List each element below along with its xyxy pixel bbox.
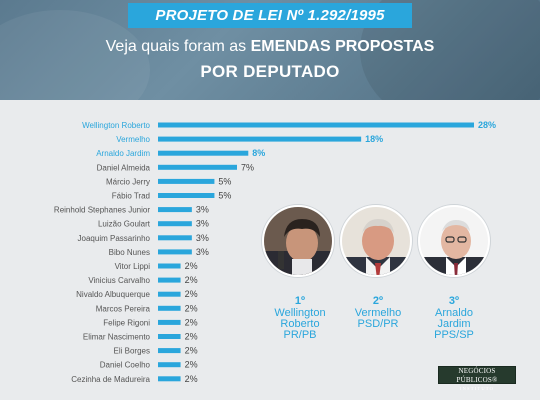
bar-value-label: 2%	[185, 289, 198, 299]
bar-chart-svg: Wellington Roberto 28% Vermelho 18% Arnaldo …	[54, 120, 496, 384]
bar-category-label: Marcos Pereira	[96, 304, 151, 313]
bar	[158, 334, 181, 339]
bar	[158, 178, 215, 184]
bar	[158, 291, 181, 297]
bar	[158, 164, 237, 170]
podium-rank: 3º	[448, 295, 460, 307]
bar-value-label: 2%	[185, 303, 198, 313]
bar-value-label: 3%	[196, 247, 209, 257]
bar	[158, 193, 215, 198]
bar-category-label: Fábio Trad	[112, 192, 150, 201]
bar	[158, 136, 362, 142]
podium-party: PSD/PR	[357, 318, 399, 330]
photo-wellington-roberto	[262, 205, 334, 277]
podium-second: 2º Vermelho PSD/PR	[340, 296, 416, 330]
bar-category-label: Elimar Nascimento	[83, 333, 151, 342]
page-title: PROJETO DE LEI Nº 1.292/1995	[128, 3, 412, 28]
podium-party: PR/PB	[283, 329, 317, 341]
bar-value-label: 5%	[218, 176, 231, 186]
podium-name-line: Wellington	[274, 307, 326, 319]
bar-value-label: 18%	[365, 134, 383, 144]
bar-category-label: Bibo Nunes	[109, 248, 150, 257]
bar-category-label: Márcio Jerry	[106, 177, 150, 186]
subtitle: Veja quais foram as EMENDAS PROPOSTAS	[0, 38, 540, 56]
bar-value-label: 28%	[478, 120, 496, 130]
podium-third: 3º Arnaldo Jardim PPS/SP	[416, 296, 492, 341]
bar	[158, 235, 192, 241]
bar	[158, 376, 181, 382]
bar-value-label: 3%	[196, 219, 209, 229]
bar	[158, 348, 181, 354]
podium-first: 1º Wellington Roberto PR/PB	[262, 296, 338, 341]
bar-category-label: Felipe Rigoni	[103, 318, 150, 327]
bar-value-label: 2%	[185, 275, 198, 285]
bar-value-label: 3%	[196, 233, 209, 243]
podium-name-line: Roberto	[280, 318, 320, 330]
bar-value-label: 2%	[185, 374, 198, 384]
logo-line-1: NEGÓCIOS PÚBLICOS®	[456, 367, 498, 384]
bar	[158, 263, 181, 269]
subtitle-line-2: POR DEPUTADO	[200, 62, 340, 81]
podium-name-line: Arnaldo	[435, 307, 473, 319]
bar-value-label: 8%	[252, 148, 265, 158]
bar	[158, 150, 249, 156]
bar	[158, 249, 192, 255]
podium-rank: 1º	[294, 295, 306, 307]
bar-value-label: 7%	[241, 162, 254, 172]
bar-value-label: 2%	[185, 360, 198, 370]
photo-arnaldo-jardim	[418, 205, 490, 277]
logo-line-2: INSTITUTO	[459, 386, 495, 391]
photo-vermelho	[340, 205, 412, 277]
bar	[158, 277, 181, 283]
podium-name-line: Vermelho	[354, 307, 402, 319]
bar-category-label: Nivaldo Albuquerque	[76, 290, 150, 299]
bar	[158, 319, 181, 325]
podium-name-line: Jardim	[437, 318, 471, 330]
subtitle-plain: Veja quais foram as	[105, 38, 251, 55]
subtitle-bold: EMENDAS PROPOSTAS	[250, 38, 435, 55]
bar-category-label: Vitor Lippi	[115, 262, 151, 271]
bar-value-label: 2%	[185, 317, 198, 327]
bar-category-label: Cezinha de Madureira	[71, 375, 150, 384]
bar-chart: Wellington Roberto 28% Vermelho 18% Arnaldo …	[0, 100, 540, 400]
bar-value-label: 5%	[218, 191, 231, 201]
bar	[158, 221, 192, 227]
bar-category-label: Daniel Coelho	[100, 361, 151, 370]
bar-category-label: Vermelho	[116, 135, 150, 144]
bar-category-label: Arnaldo Jardim	[96, 149, 150, 158]
bar-value-label: 2%	[185, 332, 198, 342]
podium-rank: 2º	[372, 295, 384, 307]
podium-party: PPS/SP	[434, 329, 474, 341]
bar-value-label: 2%	[185, 261, 198, 271]
bar-category-label: Eli Borges	[114, 347, 150, 356]
bar	[158, 122, 474, 128]
bar	[158, 207, 192, 213]
bar-value-label: 2%	[185, 346, 198, 356]
bar	[158, 362, 181, 368]
negocios-publicos-logo: NEGÓCIOS PÚBLICOS® INSTITUTO	[438, 366, 516, 391]
bar-category-label: Reinhold Stephanes Junior	[54, 206, 150, 215]
bar	[158, 305, 181, 311]
bar-category-label: Joaquim Passarinho	[78, 234, 151, 243]
bar-category-label: Daniel Almeida	[97, 163, 151, 172]
bar-category-label: Luizão Goulart	[98, 220, 151, 229]
bar-category-label: Wellington Roberto	[82, 121, 150, 130]
bar-value-label: 3%	[196, 205, 209, 215]
bar-category-label: Vinicius Carvalho	[88, 276, 150, 285]
header-banner: PROJETO DE LEI Nº 1.292/1995 Veja quais …	[0, 0, 540, 100]
